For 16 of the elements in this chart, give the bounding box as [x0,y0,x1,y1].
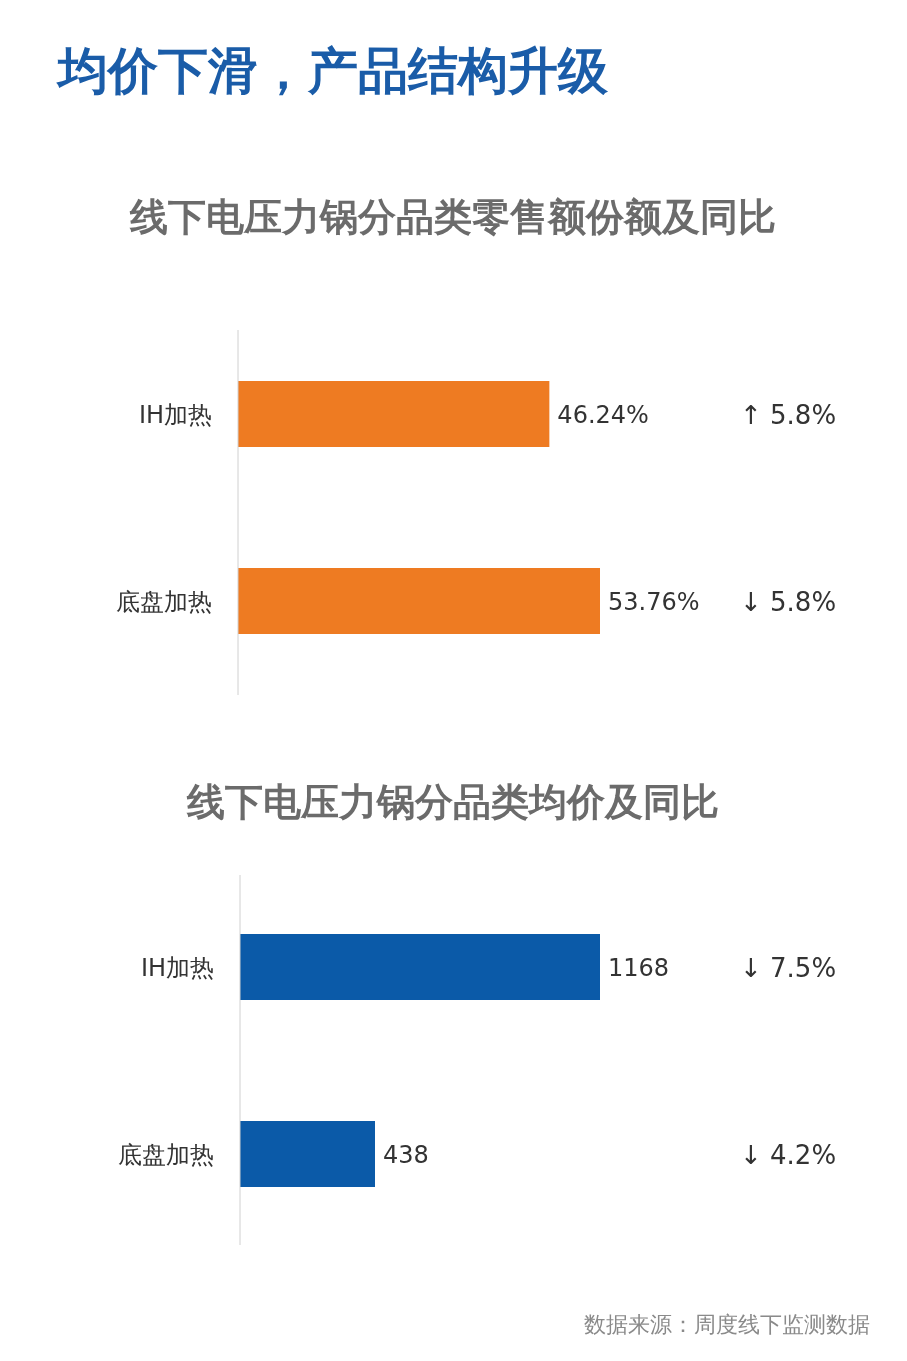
data-label: 46.24% [557,401,649,429]
text: ↑ 5.8% [740,400,837,430]
source-note: 数据来源：周度线下监测数据 [584,1312,870,1337]
y-tick-label: IH加热 [138,401,212,429]
chart-title: 线下电压力锅分品类均价及同比 [186,780,719,824]
data-label: 1168 [608,954,670,982]
chart-title: 均价下滑，产品结构升级 [56,42,609,100]
text: ↓ 4.2% [740,1140,837,1170]
data-label: 438 [383,1141,429,1169]
y-tick-label: 底盘加热 [116,588,212,616]
data-label: 53.76% [608,588,700,616]
y-tick-label: 底盘加热 [118,1141,214,1169]
text: ↓ 7.5% [740,953,837,983]
chart-subtitle: 线下电压力锅分品类零售额份额及同比 [129,195,776,239]
text: ↓ 5.8% [740,587,837,617]
y-tick-label: IH加热 [140,954,214,982]
